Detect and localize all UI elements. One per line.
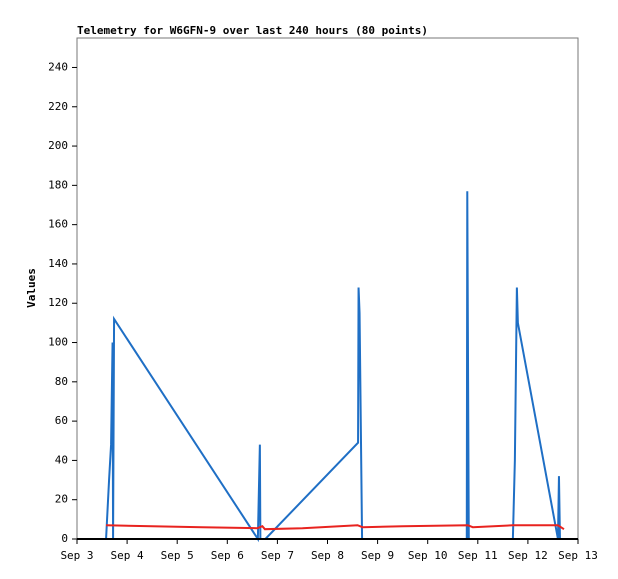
x-tick-label: Sep 6 bbox=[211, 549, 244, 562]
x-tick-label: Sep 9 bbox=[361, 549, 394, 562]
y-tick-label: 40 bbox=[55, 453, 68, 466]
y-tick-label: 0 bbox=[61, 532, 68, 545]
x-tick-label: Sep 8 bbox=[311, 549, 344, 562]
y-tick-label: 80 bbox=[55, 375, 68, 388]
series-line bbox=[106, 524, 565, 531]
x-tick-label: Sep 7 bbox=[261, 549, 294, 562]
y-axis-label: Values bbox=[25, 268, 38, 308]
y-tick-label: 120 bbox=[48, 296, 68, 309]
series-line bbox=[105, 191, 561, 543]
y-tick-label: 20 bbox=[55, 493, 68, 506]
y-tick-label: 220 bbox=[48, 100, 68, 113]
x-tick-label: Sep 12 bbox=[508, 549, 548, 562]
chart-title: Telemetry for W6GFN-9 over last 240 hour… bbox=[77, 24, 428, 37]
plot-frame bbox=[76, 37, 579, 540]
y-tick-label: 160 bbox=[48, 218, 68, 231]
x-tick-label: Sep 11 bbox=[458, 549, 498, 562]
x-tick-label: Sep 5 bbox=[161, 549, 194, 562]
x-tick-label: Sep 13 bbox=[558, 549, 598, 562]
x-tick-label: Sep 3 bbox=[60, 549, 93, 562]
x-tick-label: Sep 4 bbox=[111, 549, 144, 562]
y-tick-label: 180 bbox=[48, 178, 68, 191]
x-tick-label: Sep 10 bbox=[408, 549, 448, 562]
y-tick-label: 240 bbox=[48, 60, 68, 73]
y-tick-label: 60 bbox=[55, 414, 68, 427]
y-tick-label: 100 bbox=[48, 336, 68, 349]
y-tick-label: 140 bbox=[48, 257, 68, 270]
y-tick-label: 200 bbox=[48, 139, 68, 152]
